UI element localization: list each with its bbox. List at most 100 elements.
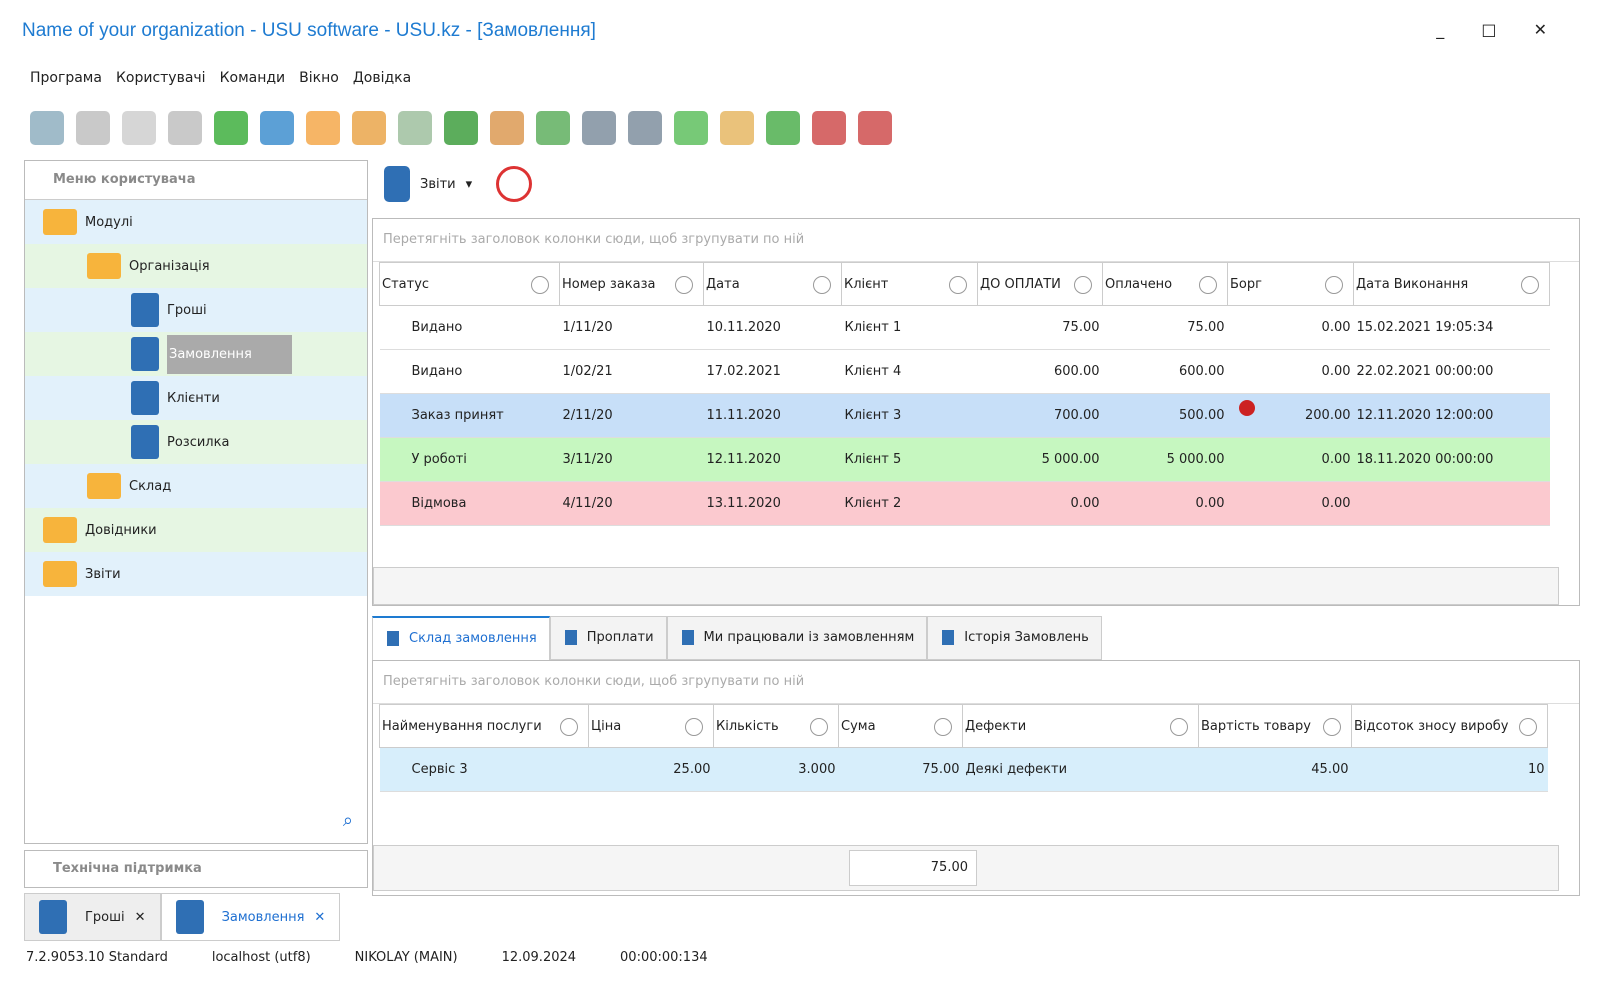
tab[interactable]: Історія Замовлень bbox=[927, 616, 1102, 660]
search-icon[interactable]: ⌕ bbox=[342, 810, 353, 831]
book-icon bbox=[131, 337, 159, 371]
filter-icon[interactable] bbox=[1074, 276, 1092, 294]
column-header[interactable]: Дата bbox=[703, 262, 842, 306]
column-header[interactable]: Статус bbox=[379, 262, 560, 306]
cell: 4/11/20 bbox=[562, 496, 613, 511]
filter-icon[interactable] bbox=[949, 276, 967, 294]
filter-icon[interactable] bbox=[1199, 276, 1217, 294]
toolbar-button[interactable] bbox=[766, 111, 800, 145]
data-row[interactable]: Заказ принят 2/11/20 11.11.2020 Клієнт 3 700… bbox=[379, 393, 1550, 438]
toolbar-button[interactable] bbox=[30, 111, 64, 145]
cell: 700.00 bbox=[1054, 408, 1100, 423]
reports-button[interactable]: Звіти bbox=[420, 176, 456, 192]
column-header[interactable]: Вартість товару bbox=[1198, 704, 1352, 748]
filter-icon[interactable] bbox=[560, 718, 578, 736]
cell: 2/11/20 bbox=[562, 408, 613, 423]
tree-node[interactable]: Склад bbox=[25, 464, 367, 508]
toolbar-button[interactable] bbox=[674, 111, 708, 145]
column-header[interactable]: Найменування послуги bbox=[379, 704, 589, 748]
filter-icon[interactable] bbox=[1170, 718, 1188, 736]
cell: Клієнт 5 bbox=[844, 452, 902, 467]
tab[interactable]: Склад замовлення bbox=[372, 616, 550, 661]
details-total: 75.00 bbox=[849, 850, 977, 886]
tree-node[interactable]: Організація bbox=[25, 244, 367, 288]
data-row[interactable]: Відмова 4/11/20 13.11.2020 Клієнт 2 0.00 0.00… bbox=[379, 481, 1550, 526]
tree-node[interactable]: Клієнти bbox=[25, 376, 367, 420]
header-row: Статус Номер заказа Дата Клієнт ДО ОПЛАТИ Опл… bbox=[379, 262, 1550, 306]
toolbar-button[interactable] bbox=[812, 111, 846, 145]
toolbar-button[interactable] bbox=[398, 111, 432, 145]
tab[interactable]: Ми працювали із замовленням bbox=[666, 616, 928, 660]
toolbar-button[interactable] bbox=[628, 111, 662, 145]
column-header[interactable]: ДО ОПЛАТИ bbox=[977, 262, 1103, 306]
filter-icon[interactable] bbox=[675, 276, 693, 294]
column-header[interactable]: Дата Виконання bbox=[1353, 262, 1550, 306]
column-header[interactable]: Борг bbox=[1227, 262, 1354, 306]
reports-toolbar: Звіти ▾ bbox=[384, 166, 533, 202]
column-header[interactable]: Відсоток зносу виробу bbox=[1351, 704, 1548, 748]
menu-item[interactable]: Користувачі bbox=[115, 70, 206, 86]
column-header[interactable]: Кількість bbox=[713, 704, 839, 748]
filter-icon[interactable] bbox=[531, 276, 549, 294]
tree: Модулі Організація Гроші Замовлення Клієнти Р… bbox=[25, 200, 367, 596]
cell: 1/02/21 bbox=[562, 364, 613, 379]
tree-node[interactable]: Гроші bbox=[25, 288, 367, 332]
clock-icon[interactable] bbox=[496, 166, 533, 202]
close-button[interactable]: ✕ bbox=[314, 909, 326, 925]
toolbar-button[interactable] bbox=[214, 111, 248, 145]
filter-icon[interactable] bbox=[813, 276, 831, 294]
tree-node[interactable]: Модулі bbox=[25, 200, 367, 244]
filter-icon[interactable] bbox=[1521, 276, 1539, 294]
filter-icon[interactable] bbox=[1519, 718, 1537, 736]
data-row[interactable]: Сервіс 3 25.00 3.000 75.00 Деякі дефекти 45.0… bbox=[379, 747, 1548, 792]
tree-node[interactable]: Замовлення bbox=[25, 332, 367, 376]
details-grid: Перетягніть заголовок колонки сюди, щоб … bbox=[372, 660, 1580, 896]
tree-node[interactable]: Звіти bbox=[25, 552, 367, 596]
menu-item[interactable]: Вікно bbox=[299, 70, 339, 86]
status-item: localhost (utf8) bbox=[211, 950, 311, 965]
menu-item[interactable]: Довідка bbox=[352, 70, 412, 86]
column-header[interactable]: Клієнт bbox=[841, 262, 978, 306]
tab-label: Замовлення bbox=[221, 909, 305, 925]
column-header[interactable]: Номер заказа bbox=[559, 262, 704, 306]
toolbar-button[interactable] bbox=[582, 111, 616, 145]
toolbar-button[interactable] bbox=[306, 111, 340, 145]
toolbar-button[interactable] bbox=[352, 111, 386, 145]
document-tab[interactable]: Замовлення ✕ bbox=[160, 893, 341, 941]
filter-icon[interactable] bbox=[934, 718, 952, 736]
toolbar-button[interactable] bbox=[490, 111, 524, 145]
filter-icon[interactable] bbox=[685, 718, 703, 736]
toolbar-button[interactable] bbox=[260, 111, 294, 145]
filter-icon[interactable] bbox=[810, 718, 828, 736]
tree-node[interactable]: Довідники bbox=[25, 508, 367, 552]
data-row[interactable]: Видано 1/02/21 17.02.2021 Клієнт 4 600.00 600… bbox=[379, 349, 1550, 394]
filter-icon[interactable] bbox=[1323, 718, 1341, 736]
toolbar-button[interactable] bbox=[122, 111, 156, 145]
data-row[interactable]: Видано 1/11/20 10.11.2020 Клієнт 1 75.00 75.0… bbox=[379, 305, 1550, 350]
filter-icon[interactable] bbox=[1325, 276, 1343, 294]
column-header[interactable]: Ціна bbox=[588, 704, 714, 748]
cell: 0.00 bbox=[1321, 452, 1351, 467]
close-button[interactable]: ✕ bbox=[134, 909, 146, 925]
cell: 0.00 bbox=[1321, 496, 1351, 511]
cell: 75.00 bbox=[1062, 320, 1100, 335]
toolbar-button[interactable] bbox=[858, 111, 892, 145]
cell: 5 000.00 bbox=[1166, 452, 1225, 467]
menu-item[interactable]: Програма bbox=[30, 70, 102, 86]
toolbar-button[interactable] bbox=[76, 111, 110, 145]
menu-item[interactable]: Команди bbox=[219, 70, 286, 86]
tree-label: Модулі bbox=[85, 214, 133, 230]
toolbar-button[interactable] bbox=[444, 111, 478, 145]
column-header[interactable]: Дефекти bbox=[962, 704, 1199, 748]
document-tab[interactable]: Гроші ✕ bbox=[24, 893, 161, 941]
tab[interactable]: Проплати bbox=[549, 616, 667, 660]
column-header[interactable]: Сума bbox=[838, 704, 963, 748]
window-controls[interactable]: _ □ ✕ bbox=[1436, 20, 1563, 39]
support-panel: Технічна підтримка bbox=[24, 850, 368, 888]
toolbar-button[interactable] bbox=[536, 111, 570, 145]
data-row[interactable]: У роботі 3/11/20 12.11.2020 Клієнт 5 5 000.0… bbox=[379, 437, 1550, 482]
tree-node[interactable]: Розсилка bbox=[25, 420, 367, 464]
toolbar-button[interactable] bbox=[168, 111, 202, 145]
toolbar-button[interactable] bbox=[720, 111, 754, 145]
column-header[interactable]: Оплачено bbox=[1102, 262, 1228, 306]
